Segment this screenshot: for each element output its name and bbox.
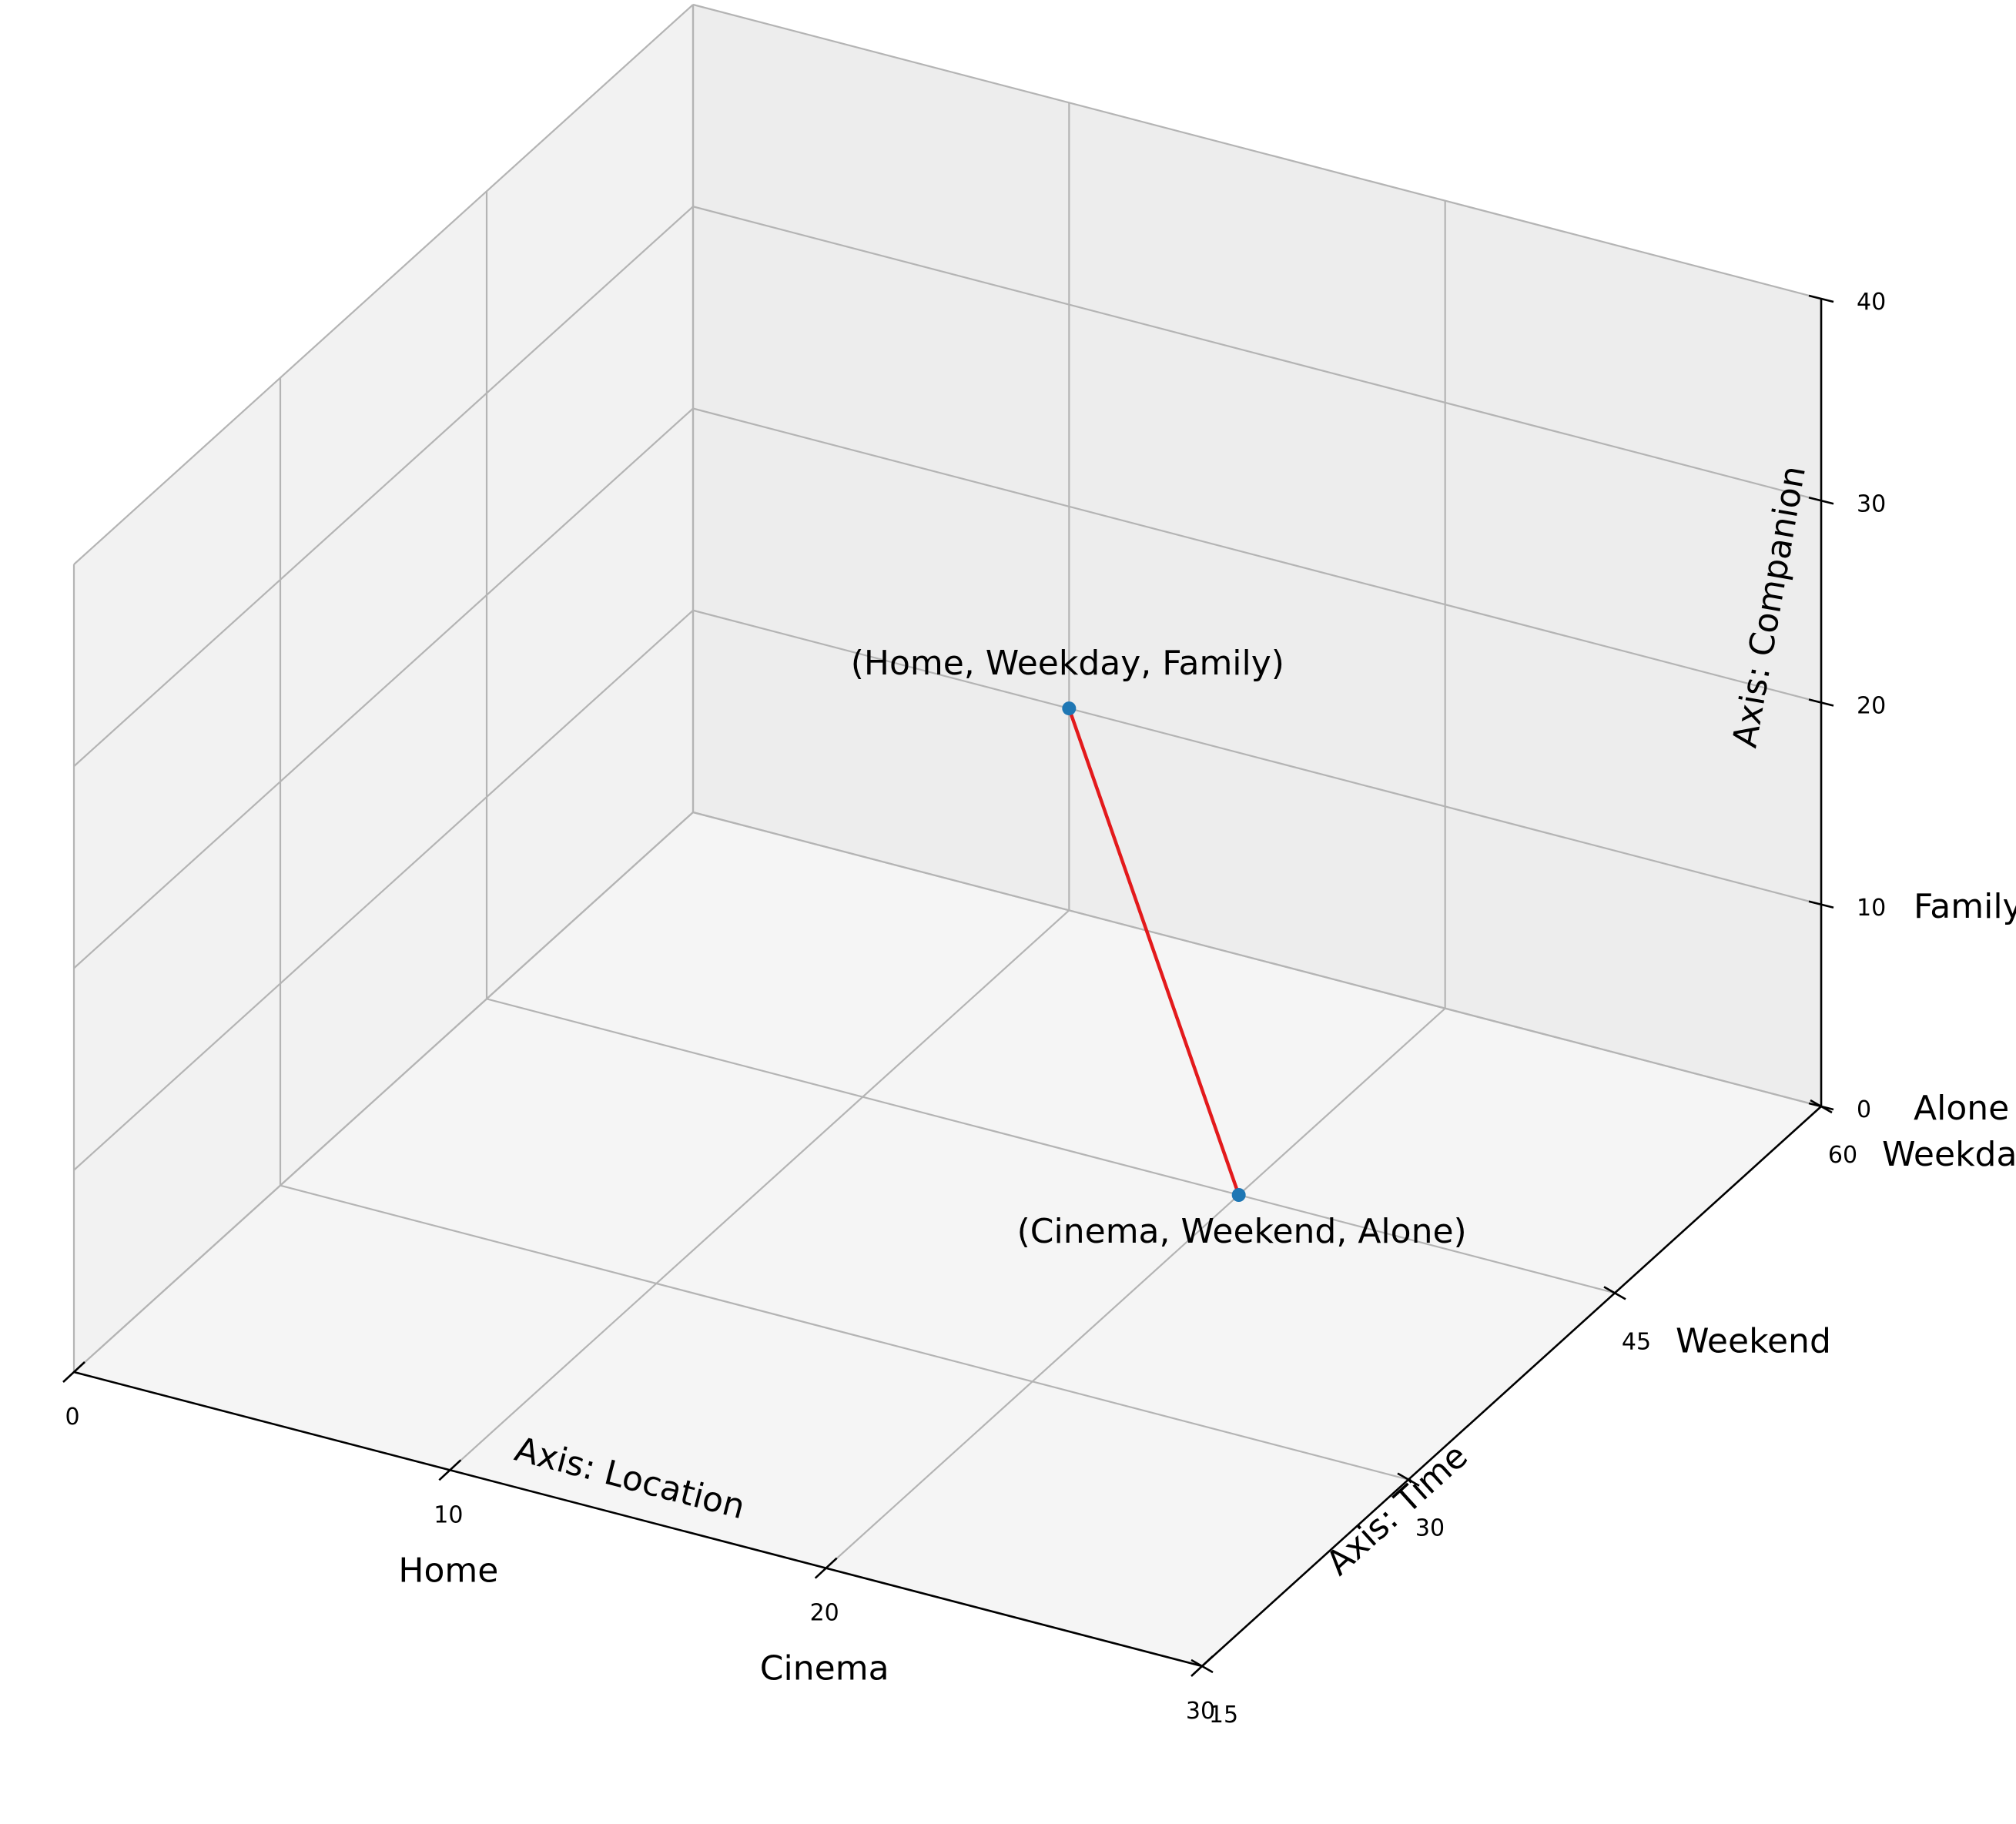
x-tick-label-0: 0 bbox=[65, 1404, 79, 1431]
y-tick-30 bbox=[1397, 1472, 1420, 1487]
pane-floor bbox=[74, 812, 1821, 1666]
grid-floor-x-10 bbox=[449, 909, 1070, 1471]
z-category-label-0: Alone bbox=[1914, 1089, 2009, 1128]
y-tick-label-30: 30 bbox=[1415, 1515, 1445, 1542]
data-point-0 bbox=[1062, 701, 1077, 716]
z-tick-10 bbox=[1808, 900, 1834, 909]
y-tick-45 bbox=[1603, 1286, 1626, 1300]
grid-back-z-20 bbox=[692, 407, 1822, 704]
point-label-1: (Cinema, Weekend, Alone) bbox=[1017, 1212, 1467, 1251]
z-tick-30 bbox=[1808, 496, 1834, 505]
y-tick-label-60: 60 bbox=[1828, 1142, 1857, 1169]
data-point-1 bbox=[1231, 1188, 1246, 1202]
grid-left-z-20 bbox=[73, 407, 694, 969]
y-tick-label-15: 15 bbox=[1209, 1702, 1238, 1729]
z-tick-label-30: 30 bbox=[1857, 490, 1886, 517]
z-tick-40 bbox=[1808, 294, 1834, 303]
x-tick-0 bbox=[62, 1361, 85, 1383]
y-axis-line bbox=[1201, 1106, 1822, 1667]
z-tick-label-10: 10 bbox=[1857, 895, 1886, 922]
grid-left-z-10 bbox=[73, 609, 694, 1171]
grid-floor-y-30 bbox=[280, 1184, 1409, 1481]
grid-left-z-40 bbox=[73, 4, 694, 565]
y-tick-15 bbox=[1191, 1658, 1214, 1674]
x-tick-20 bbox=[814, 1557, 838, 1579]
x-tick-10 bbox=[438, 1459, 462, 1481]
grid-back-z-10 bbox=[692, 609, 1822, 905]
z-category-label-1: Family bbox=[1914, 887, 2016, 926]
grid-back-z-0 bbox=[692, 811, 1822, 1108]
series bbox=[1062, 701, 1246, 1202]
x-category-label-1: Cinema bbox=[760, 1649, 889, 1688]
grid-floor-x-20 bbox=[825, 1007, 1446, 1569]
grid-left-z-0 bbox=[73, 812, 694, 1373]
x-category-label-0: Home bbox=[398, 1551, 498, 1590]
z-tick-0 bbox=[1808, 1102, 1834, 1111]
grid-floor-y-45 bbox=[486, 998, 1616, 1294]
ticks: 0102030HomeCinema15304560WeekendWeekday0… bbox=[62, 289, 2016, 1729]
x-tick-label-20: 20 bbox=[810, 1600, 839, 1627]
z-tick-label-0: 0 bbox=[1857, 1096, 1871, 1123]
y-category-label-1: Weekday bbox=[1882, 1135, 2016, 1174]
z-tick-20 bbox=[1808, 698, 1834, 707]
series-line bbox=[1067, 708, 1241, 1196]
grid-back-z-40 bbox=[692, 3, 1822, 300]
x-tick-label-30: 30 bbox=[1186, 1698, 1215, 1725]
point-label-0: (Home, Weekday, Family) bbox=[851, 644, 1284, 683]
y-tick-label-45: 45 bbox=[1622, 1328, 1651, 1355]
y-category-label-0: Weekend bbox=[1676, 1321, 1831, 1360]
z-tick-label-20: 20 bbox=[1857, 693, 1886, 720]
z-tick-label-40: 40 bbox=[1857, 289, 1886, 316]
grid-left-z-30 bbox=[73, 206, 694, 768]
x-axis-line bbox=[73, 1371, 1203, 1668]
x-tick-label-10: 10 bbox=[434, 1501, 463, 1528]
grid-back-z-30 bbox=[692, 206, 1822, 502]
